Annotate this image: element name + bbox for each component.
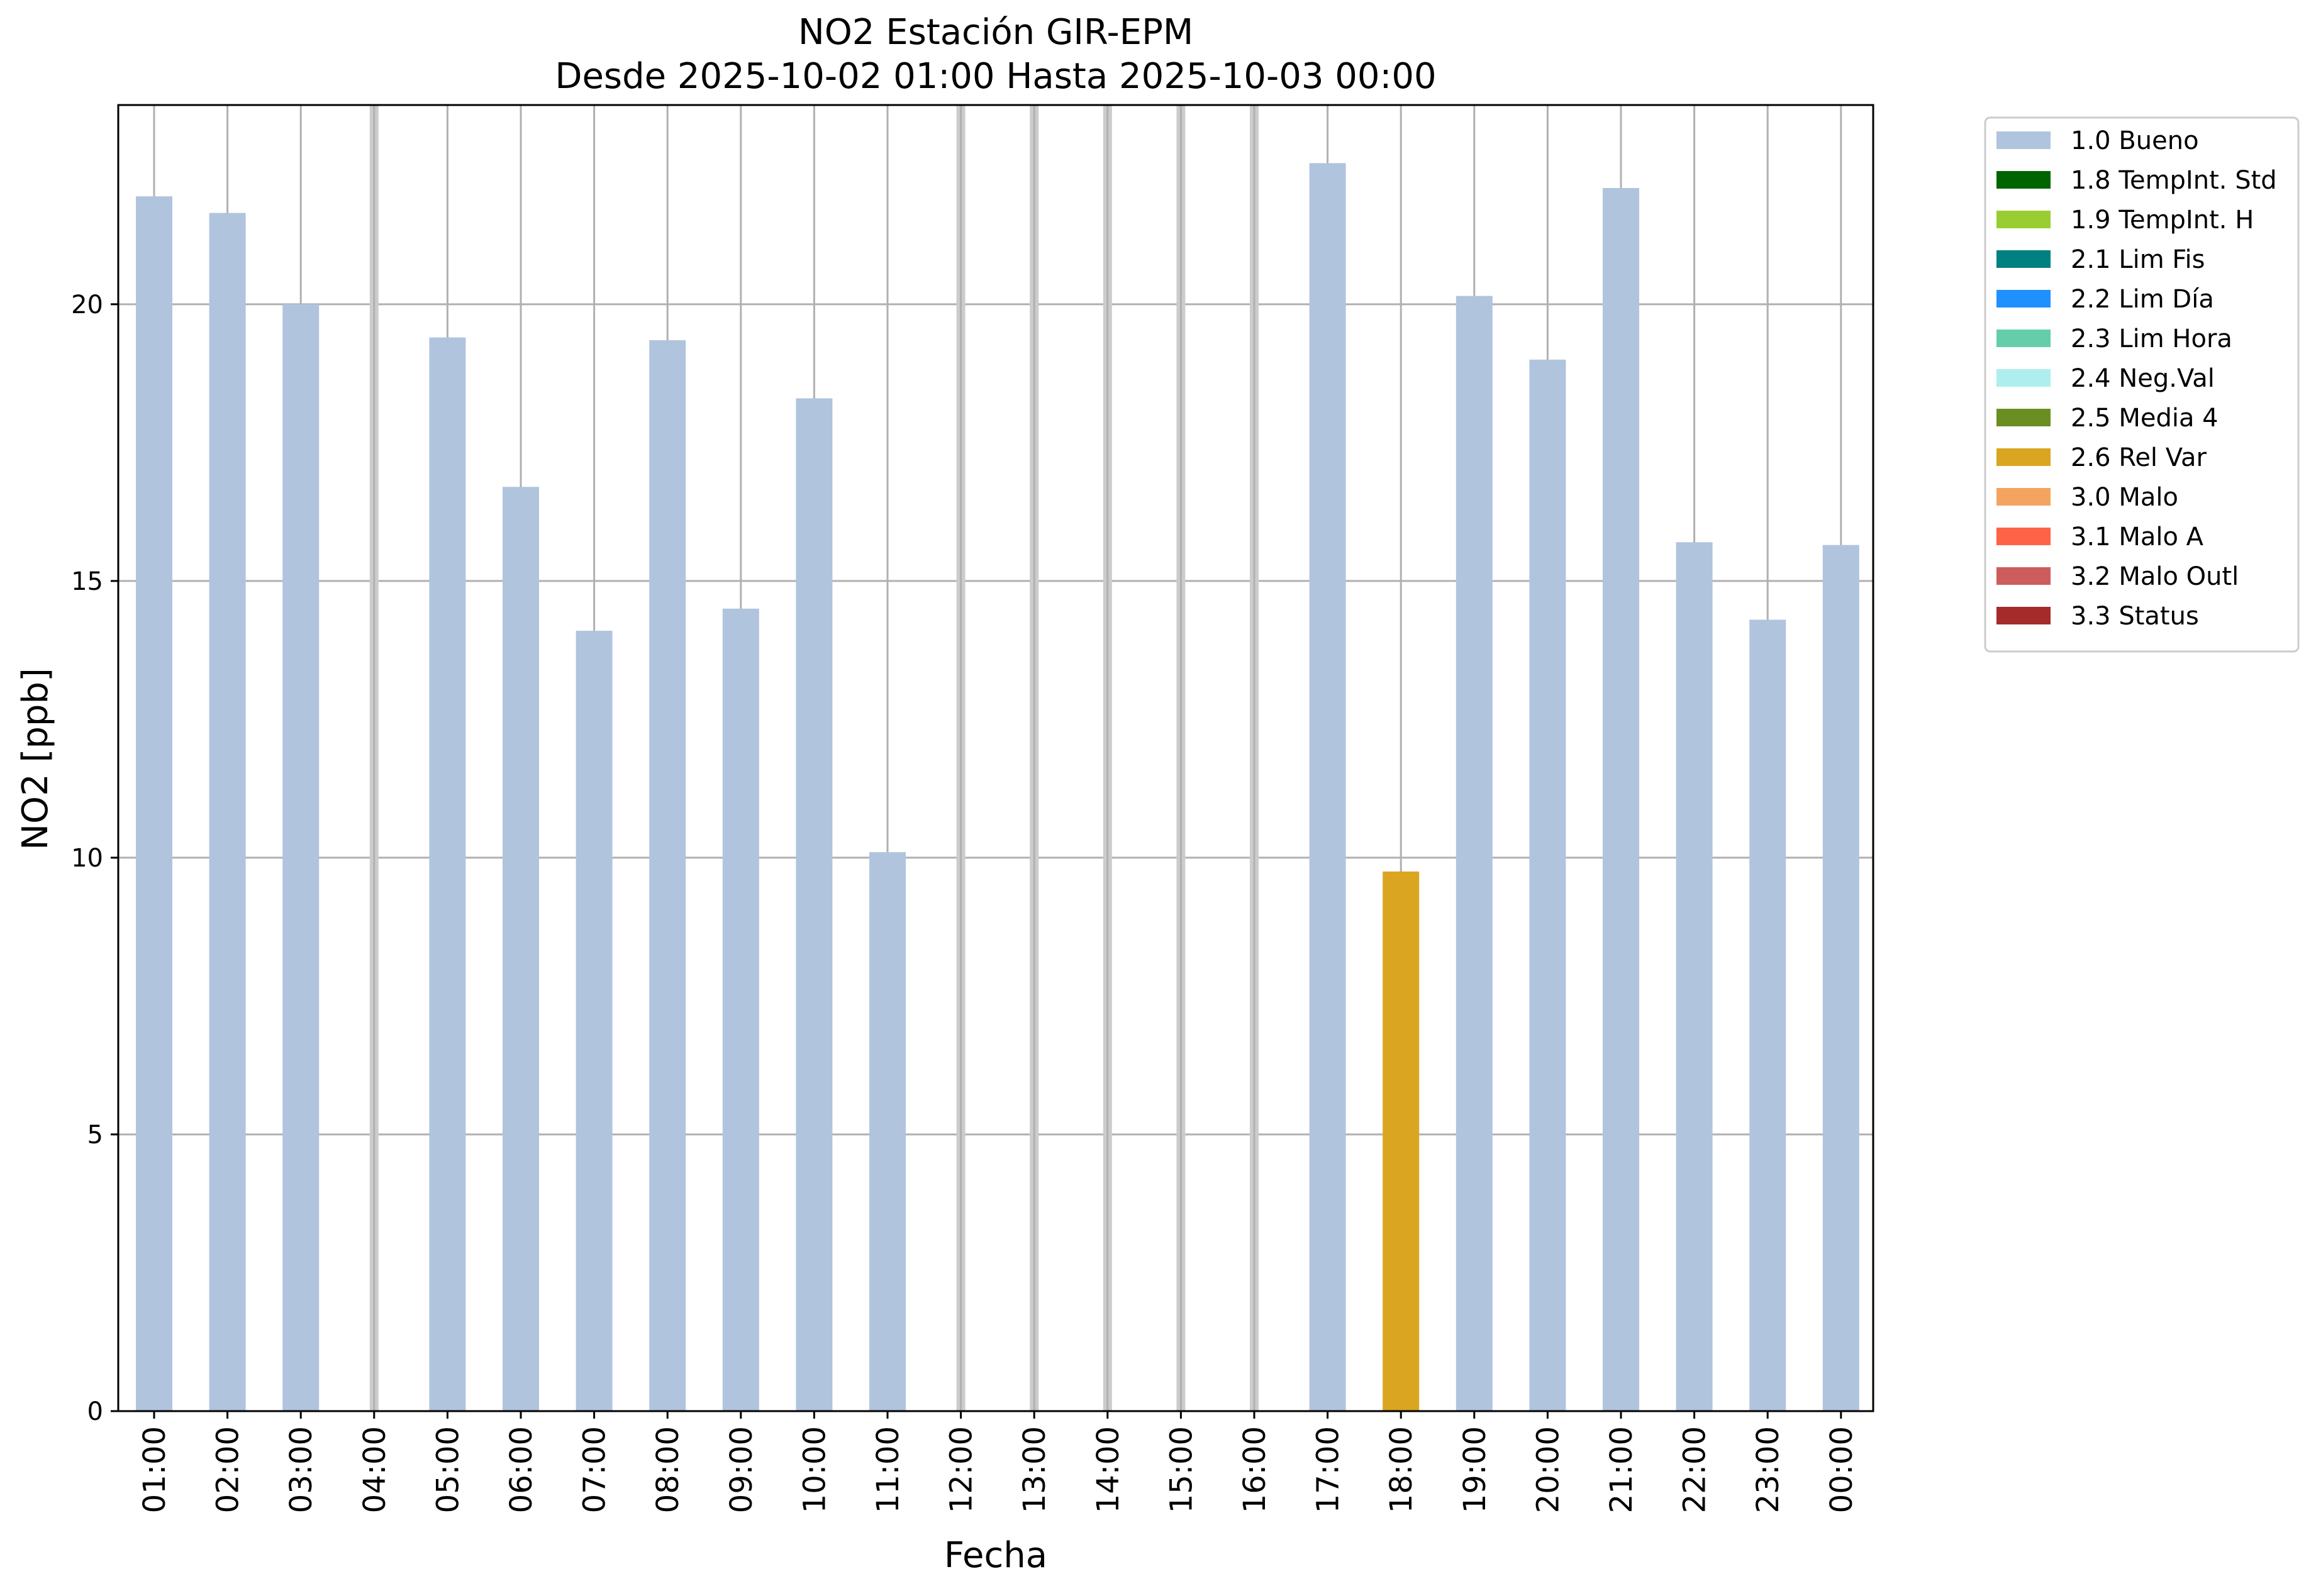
y-tick-label: 0 — [87, 1397, 103, 1426]
legend-swatch — [1996, 409, 2051, 426]
legend-label: 3.3 Status — [2071, 602, 2199, 631]
bar — [282, 304, 320, 1411]
legend: 1.0 Bueno 1.8 TempInt. Std 1.9 TempInt. H 2… — [1984, 116, 2300, 653]
legend-label: 2.2 Lim Día — [2071, 285, 2214, 314]
x-tick-label: 02:00 — [211, 1426, 246, 1513]
legend-label: 2.4 Neg.Val — [2071, 364, 2215, 393]
x-tick-label: 18:00 — [1384, 1426, 1419, 1513]
x-axis-label: Fecha — [944, 1535, 1047, 1576]
x-tick-label: 22:00 — [1678, 1426, 1713, 1513]
legend-swatch — [1996, 369, 2051, 387]
bar — [1309, 163, 1346, 1411]
bar — [1822, 545, 1859, 1411]
bar — [1676, 542, 1713, 1411]
bar — [1529, 359, 1566, 1411]
legend-label: 3.0 Malo — [2071, 483, 2178, 512]
legend-swatch — [1996, 131, 2051, 149]
y-tick-label: 20 — [71, 291, 103, 319]
bar — [209, 213, 246, 1412]
bar — [136, 196, 172, 1411]
y-tick-label: 5 — [87, 1121, 103, 1150]
x-tick-label: 16:00 — [1237, 1426, 1272, 1513]
x-tick-label: 11:00 — [871, 1426, 906, 1513]
x-tick-label: 20:00 — [1530, 1426, 1566, 1513]
x-tick-label: 17:00 — [1311, 1426, 1346, 1513]
legend-label: 2.6 Rel Var — [2071, 443, 2207, 472]
x-tick-label: 15:00 — [1164, 1426, 1199, 1513]
legend-label: 1.0 Bueno — [2071, 126, 2199, 155]
x-tick-label: 07:00 — [577, 1426, 613, 1513]
legend-label: 3.2 Malo Outl — [2071, 562, 2239, 591]
x-tick-label: 03:00 — [284, 1426, 319, 1513]
legend-swatch — [1996, 330, 2051, 347]
bar — [722, 608, 759, 1411]
legend-label: 3.1 Malo A — [2071, 523, 2204, 551]
x-tick-label: 23:00 — [1751, 1426, 1786, 1513]
axis-layer: 0 5 10 15 20 01:00 02:00 03:00 04:00 05:00 06:00 07… — [71, 291, 1859, 1513]
x-tick-label: 04:00 — [357, 1426, 392, 1513]
legend-frame — [1984, 116, 2300, 653]
x-tick-label: 19:00 — [1457, 1426, 1493, 1513]
legend-swatch — [1996, 488, 2051, 506]
y-axis-label: NO2 [ppb] — [15, 668, 56, 850]
bar — [869, 852, 906, 1411]
bar-layer — [136, 163, 1859, 1412]
x-tick-label: 08:00 — [650, 1426, 686, 1513]
bar — [503, 487, 539, 1411]
x-tick-label: 13:00 — [1017, 1426, 1052, 1513]
bar — [796, 398, 833, 1412]
bar — [576, 631, 613, 1411]
bar — [649, 340, 686, 1411]
legend-swatch — [1996, 211, 2051, 228]
legend-label: 1.9 TempInt. H — [2071, 206, 2254, 235]
x-tick-label: 10:00 — [797, 1426, 832, 1513]
legend-swatch — [1996, 448, 2051, 466]
x-tick-label: 14:00 — [1091, 1426, 1126, 1513]
legend-swatch — [1996, 171, 2051, 189]
legend-label: 2.3 Lim Hora — [2071, 324, 2232, 353]
chart-subtitle: Desde 2025-10-02 01:00 Hasta 2025-10-03 … — [555, 56, 1436, 97]
legend-swatch — [1996, 250, 2051, 268]
bar — [1603, 188, 1639, 1412]
bar — [1456, 296, 1493, 1411]
plot-frame — [117, 104, 1874, 1412]
bar — [429, 337, 466, 1411]
chart-title: NO2 Estación GIR-EPM — [798, 12, 1193, 53]
bar — [1383, 871, 1420, 1411]
x-tick-label: 05:00 — [430, 1426, 465, 1513]
legend-swatch — [1996, 567, 2051, 585]
bar — [1749, 619, 1786, 1412]
x-tick-label: 21:00 — [1604, 1426, 1639, 1513]
legend-swatch — [1996, 290, 2051, 308]
x-tick-label: 01:00 — [137, 1426, 172, 1513]
x-tick-label: 06:00 — [504, 1426, 539, 1513]
x-tick-label: 09:00 — [724, 1426, 759, 1513]
y-tick-label: 15 — [71, 567, 103, 596]
legend-swatch — [1996, 607, 2051, 624]
legend-swatch — [1996, 528, 2051, 545]
legend-label: 2.5 Media 4 — [2071, 404, 2219, 433]
legend-label: 2.1 Lim Fis — [2071, 245, 2205, 274]
x-tick-label: 12:00 — [944, 1426, 979, 1513]
legend-label: 1.8 TempInt. Std — [2071, 166, 2277, 195]
y-tick-label: 10 — [71, 844, 103, 873]
x-tick-label: 00:00 — [1824, 1426, 1859, 1513]
